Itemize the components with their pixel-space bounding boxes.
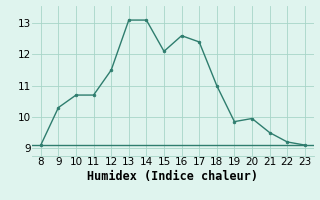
X-axis label: Humidex (Indice chaleur): Humidex (Indice chaleur) bbox=[87, 170, 258, 183]
